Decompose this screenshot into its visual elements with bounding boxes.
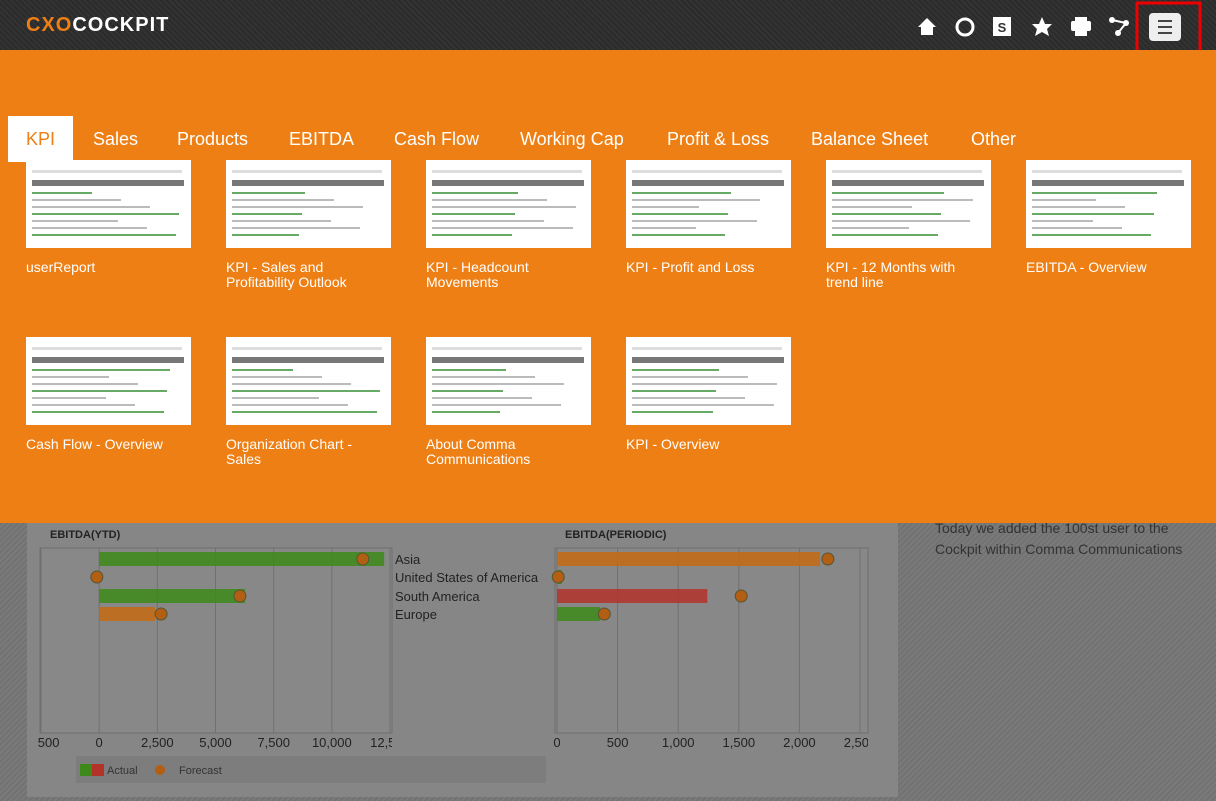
tile-title: EBITDA - Overview: [1026, 259, 1147, 275]
chart-title: EBITDA(YTD): [50, 529, 121, 541]
thumbnail: [26, 337, 191, 425]
x-tick-label: 1,000: [662, 735, 695, 750]
x-tick-label: 10,000: [312, 735, 352, 750]
x-tick-label: 7,500: [257, 735, 290, 750]
menu-tab[interactable]: Cash Flow: [394, 129, 480, 149]
category-label: South America: [395, 589, 480, 604]
report-tile[interactable]: About Comma Communications: [426, 337, 591, 467]
s-icon[interactable]: [993, 17, 1011, 36]
menu-tab[interactable]: Products: [177, 129, 249, 149]
logo: CXOCOCKPIT: [26, 14, 169, 37]
thumbnail: [226, 160, 391, 248]
forecast-marker: [821, 552, 835, 566]
star-icon[interactable]: [1032, 17, 1052, 36]
report-tile[interactable]: userReport: [26, 160, 191, 275]
x-tick-label: 500: [607, 735, 629, 750]
x-tick-label: 2,500: [844, 735, 877, 750]
actual-bar: [99, 607, 156, 621]
forecast-marker: [90, 570, 104, 584]
category-label: United States of America: [395, 570, 539, 585]
actual-bar: [99, 552, 385, 566]
menu-tab[interactable]: Balance Sheet: [811, 129, 929, 149]
thumbnail: [426, 337, 591, 425]
forecast-marker: [597, 607, 611, 621]
tile-title: userReport: [26, 259, 96, 275]
menu-tab[interactable]: Sales: [93, 129, 139, 149]
menu-tab[interactable]: Working Cap: [520, 129, 624, 149]
x-tick-label: 1,500: [723, 735, 756, 750]
home-icon[interactable]: [918, 18, 936, 35]
toolbar: S: [918, 1, 1202, 50]
highlight: [1135, 1, 1202, 50]
thumbnail: [1026, 160, 1191, 248]
x-tick-label: 12,500: [370, 735, 410, 750]
report-tile[interactable]: Cash Flow - Overview: [26, 337, 191, 452]
forecast-marker: [734, 589, 748, 603]
report-tile[interactable]: KPI - Overview: [626, 337, 791, 452]
actual-bar: [557, 552, 821, 566]
actual-bar: [557, 589, 708, 603]
x-tick-label: -2,500: [23, 735, 60, 750]
thumbnail: [826, 160, 991, 248]
print-icon[interactable]: [1071, 21, 1091, 31]
menu-panel: KPI Sales Products EBITDA Cash Flow Working C…: [0, 50, 1216, 523]
x-axis: -2,500 0 2,500 5,000 7,500 10,000 12,500: [23, 548, 410, 750]
chart-title: EBITDA(PERIODIC): [565, 529, 667, 541]
legend-label: Forecast: [179, 765, 222, 777]
tile-title: KPI - Overview: [626, 436, 720, 452]
tile-title: Organization Chart - Sales: [226, 436, 353, 467]
category-label: Asia: [395, 552, 421, 567]
category-label: Europe: [395, 607, 437, 622]
x-tick-label: 2,000: [783, 735, 816, 750]
report-tile[interactable]: EBITDA - Overview: [1026, 160, 1191, 275]
menu-tab[interactable]: Other: [971, 129, 1017, 149]
actual-bar: [99, 589, 246, 603]
x-tick-label: 5,000: [199, 735, 232, 750]
menu-tab[interactable]: EBITDA: [289, 129, 355, 149]
tile-title: About Comma Communications: [426, 436, 531, 467]
tile-title: KPI - Headcount Movements: [426, 259, 529, 290]
report-tile[interactable]: KPI - Profit and Loss: [626, 160, 791, 275]
x-tick-label: 2,500: [141, 735, 174, 750]
thumbnail: [626, 160, 791, 248]
report-tile[interactable]: Organization Chart - Sales: [226, 337, 391, 467]
legend-marker: [155, 765, 165, 775]
actual-bar: [557, 607, 601, 621]
logo-secondary: COCKPIT: [72, 14, 170, 36]
x-tick-label: 0: [96, 735, 103, 750]
tile-title: KPI - 12 Months with trend line: [826, 259, 956, 290]
dashboard-background: EBITDA(YTD) -2,500 0 2,500 5,000 7,500 10,000 1…: [0, 523, 1216, 801]
logo-primary: CXO: [26, 14, 73, 36]
report-tile[interactable]: KPI - Headcount Movements: [426, 160, 591, 290]
tile-title: KPI - Profit and Loss: [626, 259, 755, 275]
x-axis: 0 500 1,000 1,500 2,000 2,500: [553, 548, 877, 750]
legend-label: Actual: [107, 765, 138, 777]
report-tile[interactable]: KPI - Sales and Profitability Outlook: [226, 160, 391, 290]
tile-title: Cash Flow - Overview: [26, 436, 163, 452]
forecast-marker: [356, 552, 370, 566]
svg-text:S: S: [998, 20, 1007, 35]
thumbnail: [226, 337, 391, 425]
thumbnail: [426, 160, 591, 248]
report-tile[interactable]: KPI - 12 Months with trend line: [826, 160, 991, 290]
refresh-icon[interactable]: [955, 17, 975, 37]
x-tick-label: 0: [553, 735, 560, 750]
tile-title: KPI - Sales and Profitability Outlook: [226, 259, 347, 290]
forecast-marker: [233, 589, 247, 603]
thumbnail: [26, 160, 191, 248]
forecast-marker: [551, 570, 565, 584]
thumbnail: [626, 337, 791, 425]
menu-tab[interactable]: KPI: [8, 116, 74, 162]
menu-tab[interactable]: Profit & Loss: [667, 129, 770, 149]
forecast-marker: [154, 607, 168, 621]
plot-area: [554, 547, 869, 734]
top-bar: CXOCOCKPIT S: [0, 0, 1216, 50]
news-text: Today we added the 100st user to the Coc…: [935, 520, 1183, 557]
legend-swatch: [92, 764, 104, 776]
